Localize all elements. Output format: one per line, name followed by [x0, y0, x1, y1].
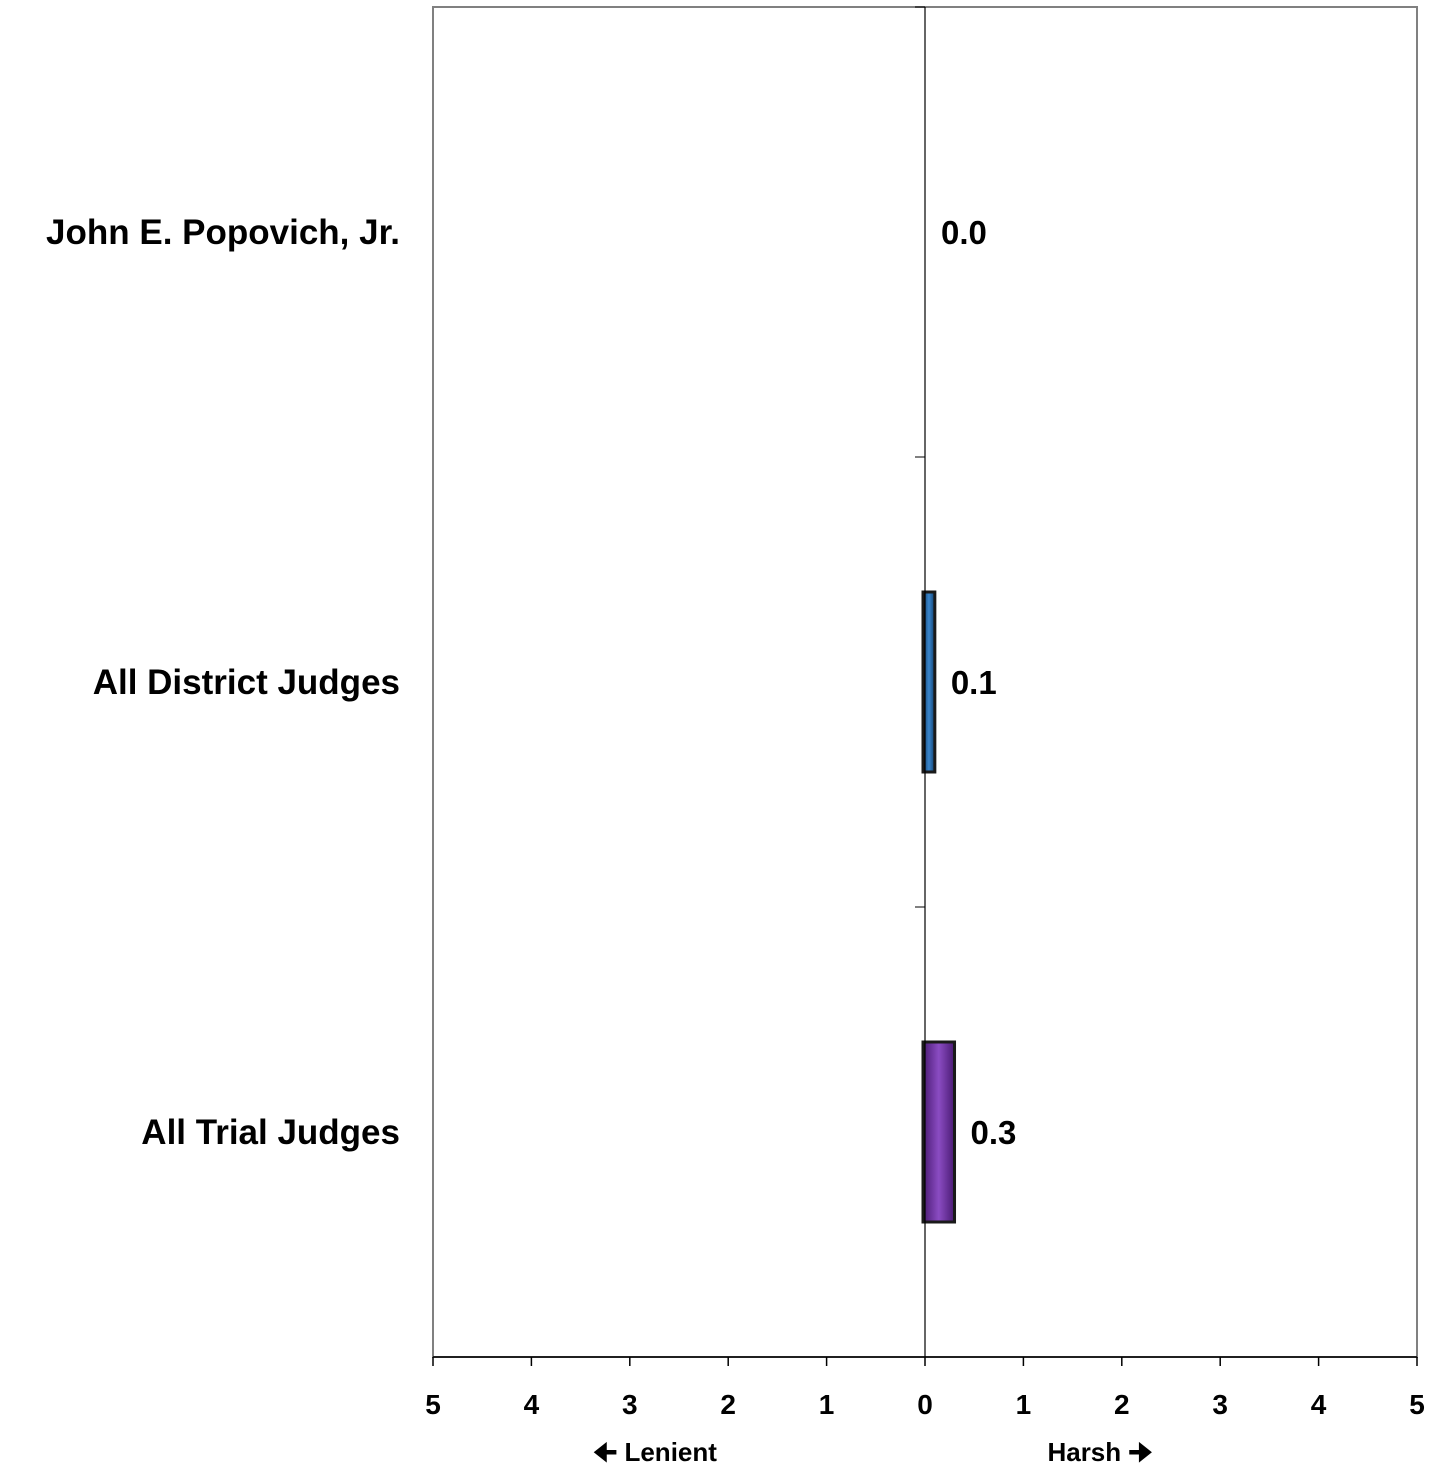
- x-tick-label: 1: [819, 1389, 835, 1420]
- x-axis: 5 4 3 2 1 0 1 2 3 4 5: [425, 6, 1425, 1420]
- x-tick-label: 4: [1311, 1389, 1327, 1420]
- category-label: All Trial Judges: [141, 1113, 400, 1152]
- data-label: 0.1: [951, 664, 997, 701]
- x-tick-label: 3: [1212, 1389, 1228, 1420]
- left-arrow-icon: 🠈: [593, 1437, 624, 1466]
- x-tick-label: 4: [524, 1389, 540, 1420]
- bar: [921, 590, 937, 774]
- data-label: 0.0: [941, 214, 987, 251]
- x-tick-label: 2: [1114, 1389, 1130, 1420]
- x-tick-label: 5: [425, 1389, 441, 1420]
- data-label: 0.3: [971, 1114, 1017, 1151]
- harsh-label: Harsh 🠊: [1047, 1437, 1152, 1466]
- bar: [921, 1040, 957, 1224]
- x-tick-label: 3: [622, 1389, 638, 1420]
- x-tick-label: 2: [720, 1389, 736, 1420]
- category-label: John E. Popovich, Jr.: [46, 213, 400, 252]
- x-tick-label: 0: [917, 1389, 933, 1420]
- bars-group: [921, 590, 957, 1224]
- category-label: All District Judges: [93, 663, 400, 702]
- category-labels: John E. Popovich, Jr. All District Judges…: [46, 213, 400, 1152]
- right-arrow-icon: 🠊: [1121, 1437, 1152, 1466]
- x-tick-label: 1: [1016, 1389, 1032, 1420]
- x-tick-label: 5: [1409, 1389, 1425, 1420]
- data-labels: 0.0 0.1 0.3: [941, 214, 1016, 1151]
- lenient-label: 🠈 Lenient: [593, 1437, 717, 1466]
